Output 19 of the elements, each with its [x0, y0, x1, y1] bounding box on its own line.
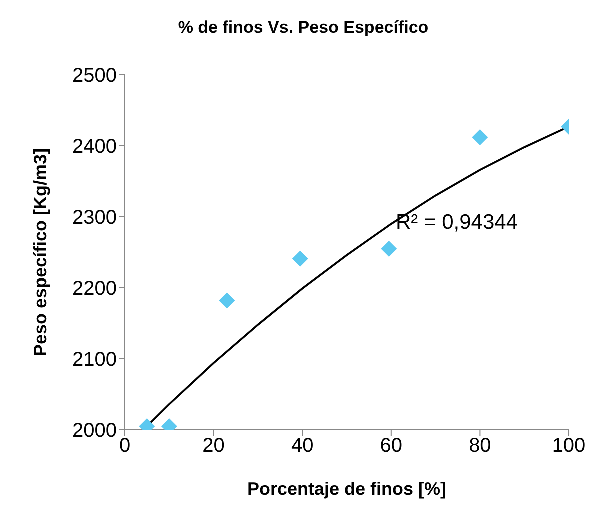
point — [219, 292, 236, 309]
y-tick-label: 2000 — [72, 420, 117, 442]
x-tick-label: 40 — [291, 435, 314, 458]
x-axis-title: Porcentaje de finos [%] — [247, 479, 447, 499]
x-tick-label: 80 — [469, 435, 492, 458]
x-tick-label: 0 — [119, 435, 131, 458]
y-tick-label: 2500 — [72, 65, 117, 88]
point — [472, 129, 488, 146]
y-tick-label: 2100 — [72, 349, 117, 372]
x-tick-label: 20 — [202, 435, 225, 458]
chart-title: % de finos Vs. Peso Específico — [177, 18, 430, 38]
y-tick-label: 2400 — [72, 136, 117, 158]
y-axis-title: Peso específico [Kg/m3] — [30, 148, 50, 357]
y-tick-label: 2300 — [72, 207, 117, 230]
y-tick-label: 2200 — [72, 278, 117, 300]
x-tick-label: 60 — [380, 435, 403, 458]
point — [292, 250, 308, 267]
x-tick-label: 100 — [552, 435, 586, 458]
point — [381, 240, 398, 257]
